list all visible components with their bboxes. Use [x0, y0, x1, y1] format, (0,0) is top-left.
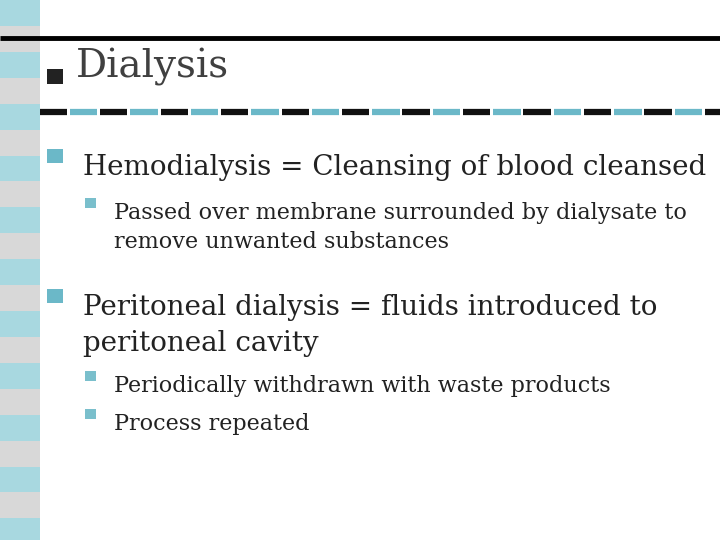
Bar [85, 198, 96, 208]
Bar [0, 130, 40, 156]
Bar [0, 259, 40, 285]
Text: Hemodialysis = Cleansing of blood cleansed: Hemodialysis = Cleansing of blood cleans… [83, 154, 706, 181]
Bar [0, 467, 40, 492]
Bar [0, 389, 40, 415]
Bar [85, 371, 96, 381]
Text: Peritoneal dialysis = fluids introduced to
peritoneal cavity: Peritoneal dialysis = fluids introduced … [83, 294, 657, 357]
Bar [0, 415, 40, 441]
Bar [0, 363, 40, 389]
Bar [0, 156, 40, 181]
Bar [0, 492, 40, 518]
Bar [47, 69, 63, 84]
Bar [0, 441, 40, 467]
Bar [0, 78, 40, 104]
Bar [0, 52, 40, 78]
Bar [0, 207, 40, 233]
Bar [47, 289, 63, 303]
Bar [0, 311, 40, 337]
Bar [0, 337, 40, 363]
Bar [47, 148, 63, 163]
Text: Process repeated: Process repeated [114, 413, 310, 435]
Bar [0, 26, 40, 52]
Bar [85, 409, 96, 419]
Bar [0, 233, 40, 259]
Bar [0, 181, 40, 207]
Bar [0, 0, 40, 26]
Bar [0, 518, 40, 540]
Text: Periodically withdrawn with waste products: Periodically withdrawn with waste produc… [114, 375, 611, 397]
Bar [0, 285, 40, 311]
Text: Dialysis: Dialysis [76, 49, 229, 86]
Bar [0, 104, 40, 130]
Text: Passed over membrane surrounded by dialysate to
remove unwanted substances: Passed over membrane surrounded by dialy… [114, 202, 687, 253]
